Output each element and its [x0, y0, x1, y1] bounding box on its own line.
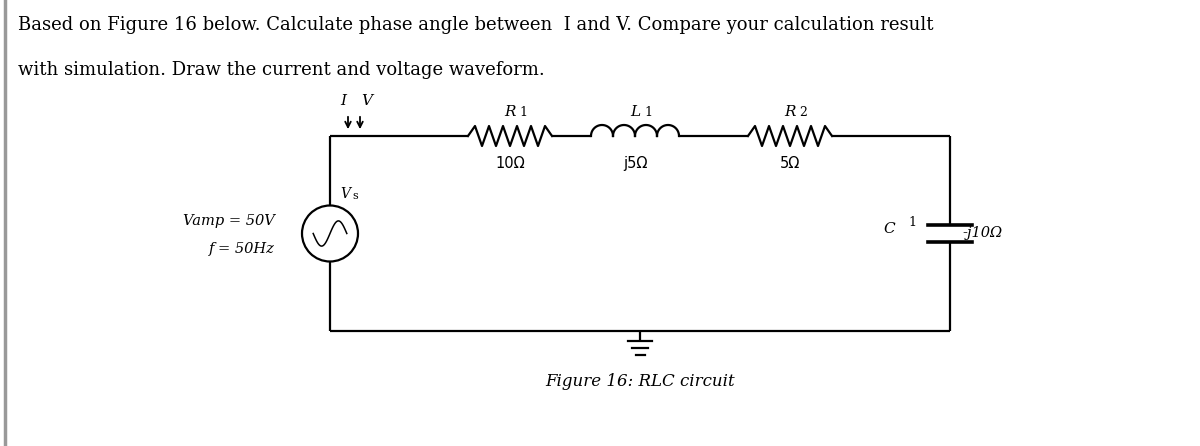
- Text: 10Ω: 10Ω: [496, 156, 524, 171]
- Text: V: V: [340, 187, 350, 202]
- Text: R: R: [785, 105, 796, 119]
- Text: 1: 1: [520, 106, 527, 119]
- Text: 1: 1: [644, 106, 652, 119]
- Text: 1: 1: [908, 215, 916, 228]
- Text: Vamp = 50V: Vamp = 50V: [184, 215, 275, 228]
- Text: V: V: [361, 94, 372, 108]
- Text: s: s: [352, 191, 358, 202]
- Text: with simulation. Draw the current and voltage waveform.: with simulation. Draw the current and vo…: [18, 61, 545, 79]
- Text: j5Ω: j5Ω: [623, 156, 647, 171]
- Text: 5Ω: 5Ω: [780, 156, 800, 171]
- Text: Figure 16: RLC circuit: Figure 16: RLC circuit: [545, 373, 734, 390]
- Text: I: I: [340, 94, 346, 108]
- Text: f = 50Hz: f = 50Hz: [209, 241, 275, 256]
- Text: Based on Figure 16 below. Calculate phase angle between  I and V. Compare your c: Based on Figure 16 below. Calculate phas…: [18, 16, 934, 34]
- Text: C: C: [883, 222, 895, 235]
- Text: 2: 2: [799, 106, 806, 119]
- Text: -j10Ω: -j10Ω: [962, 227, 1002, 240]
- Text: L: L: [630, 105, 640, 119]
- Text: R: R: [504, 105, 516, 119]
